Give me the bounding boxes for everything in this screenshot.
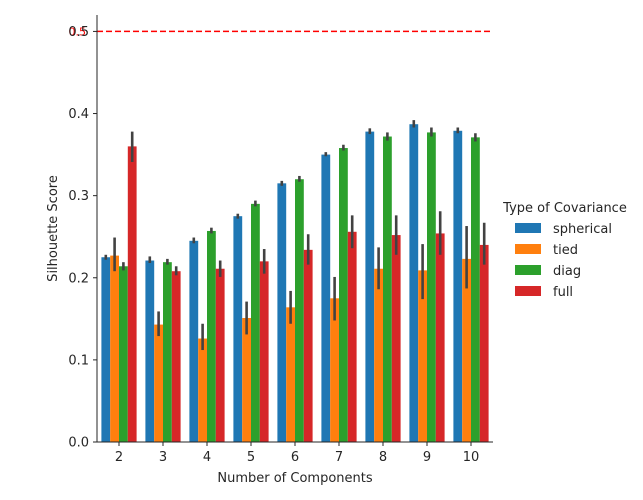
y-tick-label: 0.2 [68,271,89,286]
bar-tied [462,258,471,442]
y-tick-label: 0.5 [68,25,89,40]
bar-full [479,244,489,442]
bar-spherical [233,216,243,442]
bar-spherical [145,260,155,442]
bar-spherical [101,257,111,442]
y-axis-title: Silhouette Score [46,175,61,282]
x-tick-label: 7 [335,450,343,465]
bar-full [127,146,137,442]
bar-tied [242,318,251,442]
x-axis-title: Number of Components [217,471,372,486]
bar-spherical [321,154,331,442]
bar-spherical [409,124,419,442]
bar-diag [471,137,480,442]
bar-diag [339,148,348,442]
bar-spherical [453,130,463,442]
bar-diag [295,179,304,442]
bar-diag [383,136,392,442]
bar-spherical [365,131,375,442]
legend-label-spherical: spherical [553,222,612,237]
legend-label-full: full [553,285,573,300]
bar-tied [330,298,339,442]
bar-tied [198,338,207,442]
bar-diag [251,203,260,442]
bar-diag [427,132,436,443]
axes-layer: 0.0 0.1 0.2 0.3 0.4 0.5 2 3 4 5 6 7 8 9 10 [68,15,493,465]
reference-line-label: 0.5 [69,25,87,38]
x-tick-label: 4 [203,450,211,465]
bar-full [171,271,181,442]
bar-spherical [189,240,199,442]
bar-diag [207,230,216,442]
legend-swatch-tied [515,244,541,254]
bars-layer [101,124,489,443]
legend-label-diag: diag [553,264,581,279]
legend-label-tied: tied [553,243,578,258]
x-tick-label: 2 [115,450,123,465]
bar-tied [418,270,427,442]
bar-full [347,231,357,442]
bar-spherical [277,183,287,442]
bar-full [259,261,269,442]
y-tick-label: 0.1 [68,353,89,368]
y-tick-label: 0.4 [68,107,89,122]
bar-tied [286,307,295,442]
x-tick-label: 9 [423,450,431,465]
legend-swatch-diag [515,265,541,275]
reference-line-layer: 0.5 [69,25,493,38]
bar-full [391,235,401,442]
y-tick-label: 0.3 [68,189,89,204]
bar-full [435,233,445,442]
legend-swatch-full [515,286,541,296]
bar-diag [119,266,128,442]
bar-tied [110,255,119,442]
legend-title: Type of Covariance [502,201,627,216]
x-tick-label: 5 [247,450,255,465]
bar-diag [163,262,172,442]
bar-full [303,249,313,442]
x-tick-label: 10 [463,450,480,465]
bar-full [215,268,225,442]
legend: Type of Covariance spherical tied diag full [502,201,627,300]
bar-tied [374,268,383,442]
legend-swatch-spherical [515,223,541,233]
x-tick-label: 3 [159,450,167,465]
x-tick-label: 6 [291,450,299,465]
bar-tied [154,324,163,442]
y-tick-label: 0.0 [68,436,89,451]
x-tick-label: 8 [379,450,387,465]
error-bars-layer [104,120,486,351]
